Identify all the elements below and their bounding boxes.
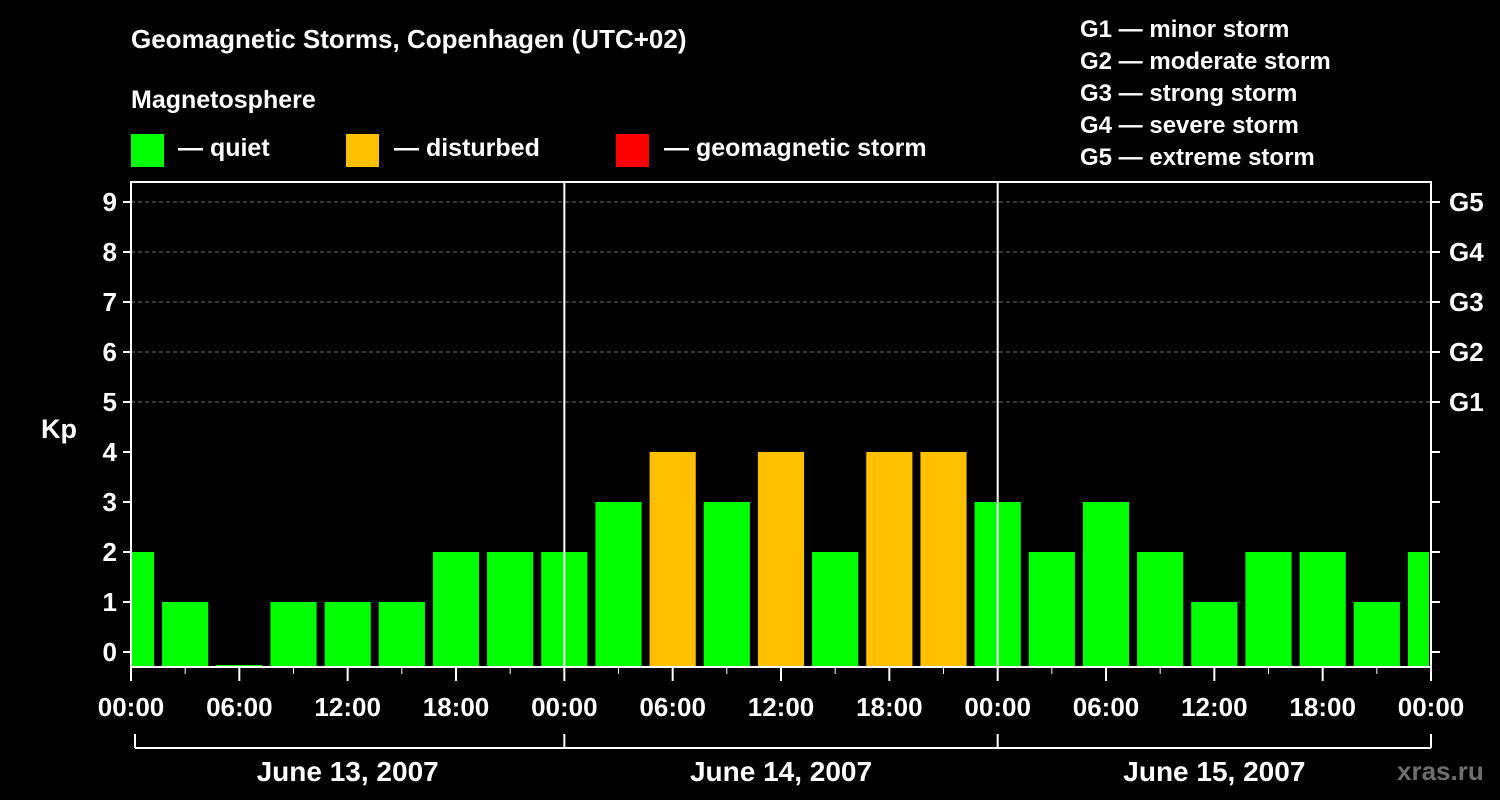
- x-tick-label-10: 12:00: [1181, 692, 1248, 722]
- kp-bar-10: [649, 452, 696, 667]
- kp-bar-0: [131, 552, 155, 667]
- legend-swatch-storm: [616, 134, 649, 167]
- kp-bar-15: [920, 452, 967, 667]
- g-scale-label-G2: G2: [1449, 337, 1484, 367]
- kp-bar-1: [162, 602, 209, 667]
- kp-bar-9: [595, 502, 642, 667]
- x-tick-label-4: 00:00: [531, 692, 598, 722]
- day-label-0: June 13, 2007: [257, 756, 439, 787]
- y-tick-label-8: 8: [103, 237, 117, 267]
- x-tick-label-1: 06:00: [206, 692, 273, 722]
- kp-bar-14: [866, 452, 913, 667]
- day-label-2: June 15, 2007: [1123, 756, 1305, 787]
- legend-swatch-disturbed: [346, 134, 379, 167]
- y-tick-label-7: 7: [103, 287, 117, 317]
- x-tick-label-12: 00:00: [1398, 692, 1465, 722]
- storm-scale-g5: G5 — extreme storm: [1080, 144, 1315, 171]
- day-label-1: June 14, 2007: [690, 756, 872, 787]
- kp-bar-19: [1137, 552, 1184, 667]
- x-tick-label-9: 06:00: [1073, 692, 1140, 722]
- kp-bar-22: [1299, 552, 1346, 667]
- chart-title: Geomagnetic Storms, Copenhagen (UTC+02): [131, 24, 687, 54]
- x-tick-label-11: 18:00: [1289, 692, 1356, 722]
- kp-bar-5: [378, 602, 425, 667]
- g-scale-label-G5: G5: [1449, 187, 1484, 217]
- kp-bar-13: [812, 552, 859, 667]
- legend-label-quiet: — quiet: [178, 134, 270, 162]
- y-tick-label-3: 3: [103, 487, 117, 517]
- g-scale-label-G1: G1: [1449, 387, 1484, 417]
- kp-bar-6: [432, 552, 480, 667]
- x-tick-label-5: 06:00: [639, 692, 706, 722]
- legend-swatch-quiet: [131, 134, 164, 167]
- y-tick-label-9: 9: [103, 187, 117, 217]
- y-tick-label-1: 1: [103, 587, 117, 617]
- g-scale-label-G3: G3: [1449, 287, 1484, 317]
- g-scale-label-G4: G4: [1449, 237, 1484, 267]
- y-tick-label-2: 2: [103, 537, 117, 567]
- kp-bar-17: [1028, 552, 1075, 667]
- storm-scale-g3: G3 — strong storm: [1080, 80, 1298, 107]
- kp-bar-20: [1191, 602, 1238, 667]
- y-tick-label-4: 4: [103, 437, 118, 467]
- kp-bar-11: [703, 502, 750, 667]
- y-tick-label-0: 0: [103, 637, 117, 667]
- x-tick-label-7: 18:00: [856, 692, 923, 722]
- y-tick-label-6: 6: [103, 337, 117, 367]
- x-tick-label-6: 12:00: [748, 692, 815, 722]
- watermark: xras.ru: [1397, 756, 1484, 786]
- kp-bar-12: [757, 452, 805, 667]
- y-tick-label-5: 5: [103, 387, 117, 417]
- kp-bar-24: [1407, 552, 1429, 667]
- storm-scale-g2: G2 — moderate storm: [1080, 48, 1331, 75]
- legend-label-storm: — geomagnetic storm: [664, 134, 927, 162]
- kp-bar-7: [487, 552, 534, 667]
- kp-bar-21: [1245, 552, 1292, 667]
- y-axis-label: Kp: [41, 414, 77, 444]
- storm-scale-g4: G4 — severe storm: [1080, 112, 1299, 139]
- x-tick-label-8: 00:00: [964, 692, 1031, 722]
- kp-bar-4: [324, 602, 371, 667]
- kp-bar-3: [270, 602, 317, 667]
- storm-scale-g1: G1 — minor storm: [1080, 16, 1290, 43]
- x-tick-label-3: 18:00: [423, 692, 490, 722]
- x-tick-label-2: 12:00: [314, 692, 381, 722]
- kp-bar-23: [1353, 602, 1400, 667]
- legend-label-disturbed: — disturbed: [394, 134, 540, 162]
- kp-bar-18: [1082, 502, 1130, 667]
- legend-heading: Magnetosphere: [131, 86, 316, 114]
- x-tick-label-0: 00:00: [98, 692, 165, 722]
